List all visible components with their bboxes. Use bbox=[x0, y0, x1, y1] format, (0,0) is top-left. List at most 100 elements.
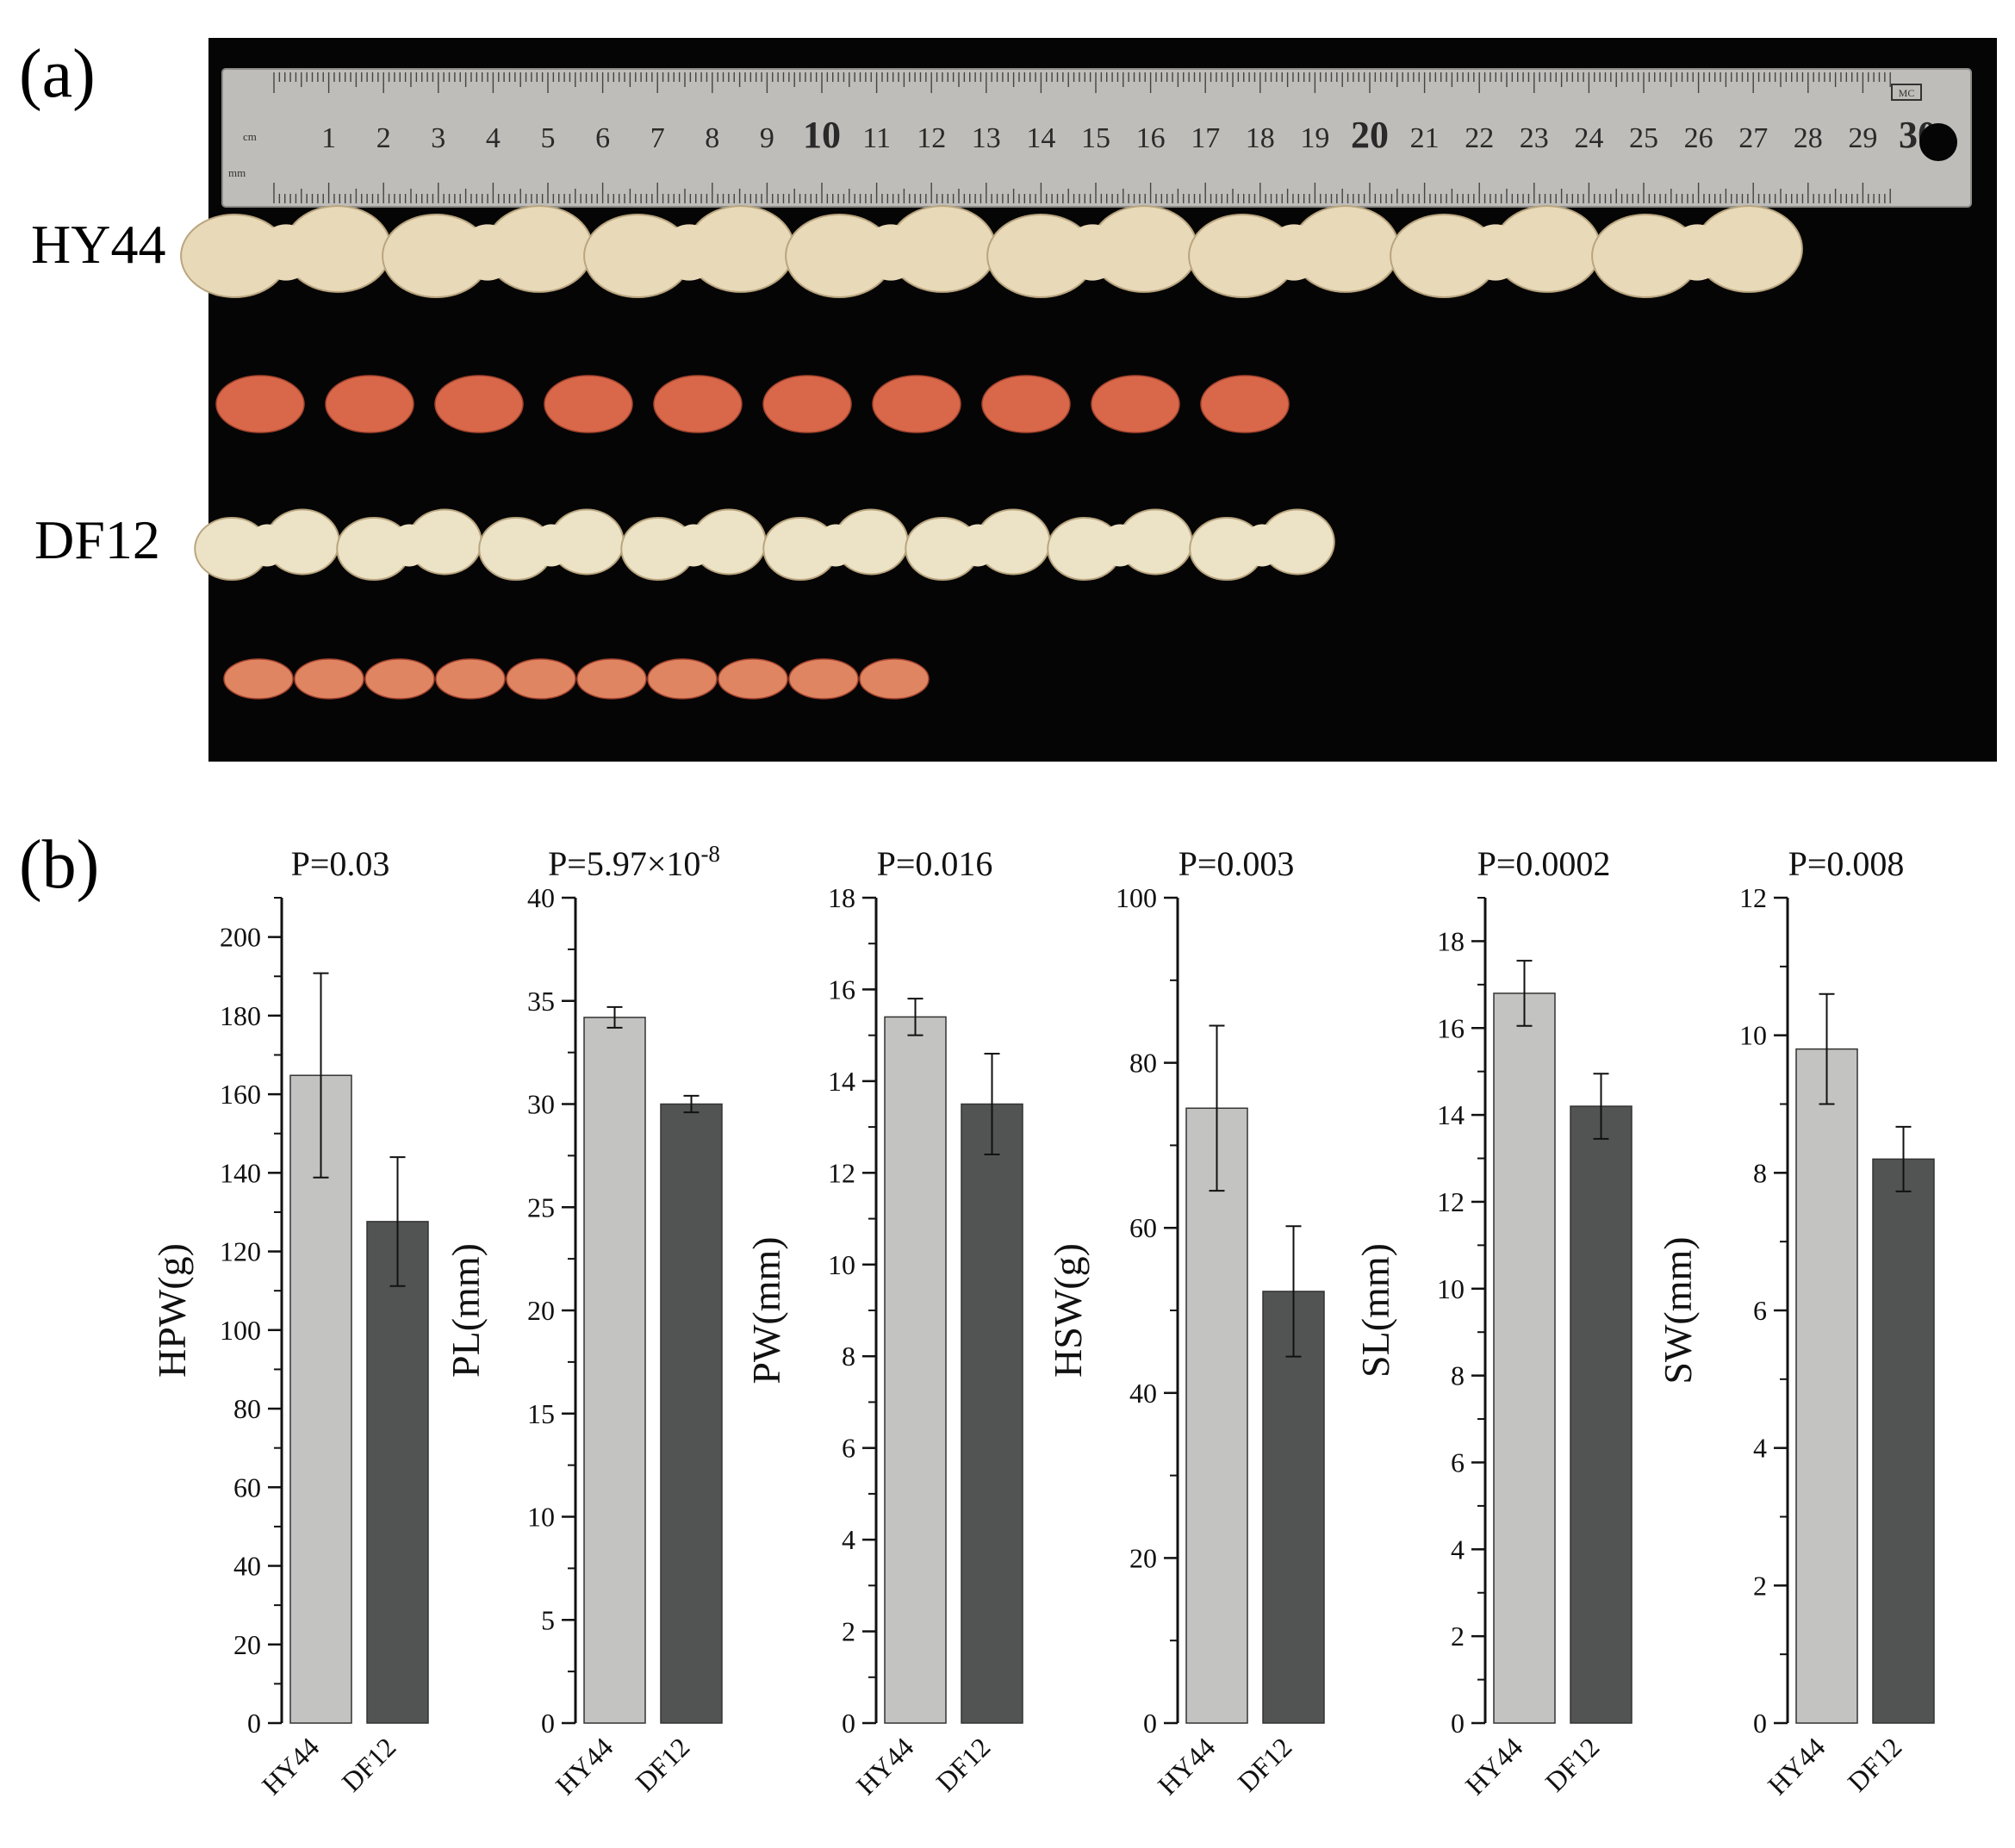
y-tick-label: 12 bbox=[1739, 882, 1767, 913]
ruler-number: 1 bbox=[321, 122, 336, 154]
ruler-number: 20 bbox=[1351, 114, 1389, 156]
chart-title: P=0.0002 bbox=[1477, 844, 1611, 883]
y-tick-label: 5 bbox=[541, 1604, 555, 1635]
pod-df12 bbox=[762, 508, 909, 581]
ruler-number: 22 bbox=[1465, 122, 1494, 154]
y-tick-label: 35 bbox=[527, 986, 555, 1017]
bar-df12 bbox=[1570, 1105, 1633, 1724]
y-tick-label: 4 bbox=[1451, 1534, 1465, 1565]
y-tick-label: 40 bbox=[527, 882, 555, 913]
pod-df12 bbox=[478, 508, 625, 581]
pod-waist bbox=[247, 524, 287, 567]
y-tick-label: 12 bbox=[828, 1157, 855, 1188]
seed-hy44 bbox=[981, 375, 1071, 433]
ruler-number: 18 bbox=[1246, 122, 1275, 154]
chart-title-text: P=5.97×10 bbox=[548, 844, 700, 883]
y-axis-title: SW(mm) bbox=[1656, 1236, 1700, 1384]
y-tick-label: 100 bbox=[1116, 882, 1157, 913]
y-tick-label: 160 bbox=[220, 1079, 261, 1110]
chart-swmm: 0 2 4 6 8 10 12 HY44 DF12 SW(mm) P=0.008 bbox=[1656, 844, 1935, 1801]
chart-pwmm: 0 2 4 6 8 10 12 14 16 18 HY44 DF12 PW(mm) P=0.016 bbox=[744, 844, 1023, 1801]
panel-b-label: (b) bbox=[19, 827, 99, 903]
pod-df12 bbox=[194, 508, 340, 581]
chart-title: P=0.016 bbox=[877, 844, 993, 883]
chart-title-text: P=0.003 bbox=[1179, 844, 1295, 883]
ruler-number: 9 bbox=[760, 122, 774, 154]
pod-hy44 bbox=[986, 205, 1198, 298]
ruler-number: 17 bbox=[1191, 122, 1220, 154]
x-tick-label: DF12 bbox=[629, 1731, 695, 1797]
y-tick-label: 8 bbox=[842, 1341, 855, 1372]
chart-title-text: P=0.008 bbox=[1788, 844, 1905, 883]
pod-waist bbox=[958, 524, 998, 567]
seed-hy44 bbox=[762, 375, 852, 433]
y-tick-label: 0 bbox=[247, 1708, 261, 1739]
y-tick-label: 60 bbox=[1129, 1212, 1157, 1243]
y-tick-label: 20 bbox=[527, 1295, 555, 1326]
pod-hy44 bbox=[1188, 205, 1400, 298]
pod-waist bbox=[389, 524, 429, 567]
pod-waist bbox=[1100, 524, 1140, 567]
ruler-number: 25 bbox=[1629, 122, 1658, 154]
ruler-number: 11 bbox=[862, 122, 891, 154]
ruler-number: 29 bbox=[1848, 122, 1877, 154]
y-tick-label: 6 bbox=[1753, 1295, 1767, 1326]
seed-hy44 bbox=[1091, 375, 1180, 433]
pod-waist bbox=[661, 224, 718, 281]
x-tick-label: DF12 bbox=[335, 1731, 401, 1797]
y-tick-label: 16 bbox=[1437, 1012, 1465, 1043]
y-tick-label: 14 bbox=[828, 1066, 855, 1097]
x-tick-label: HY44 bbox=[1459, 1731, 1529, 1801]
chart-title-text: P=0.016 bbox=[877, 844, 993, 883]
y-tick-label: 120 bbox=[220, 1236, 261, 1267]
y-tick-label: 20 bbox=[233, 1629, 261, 1660]
ruler-number: 26 bbox=[1684, 122, 1713, 154]
panel-a-label: (a) bbox=[19, 36, 96, 112]
ruler-number: 5 bbox=[541, 122, 556, 154]
x-tick-label: HY44 bbox=[1762, 1731, 1832, 1801]
pod-waist bbox=[674, 524, 713, 567]
chart-title-text: P=0.0002 bbox=[1477, 844, 1611, 883]
specimens bbox=[180, 205, 1803, 700]
y-tick-label: 0 bbox=[842, 1708, 855, 1739]
y-tick-label: 18 bbox=[828, 882, 855, 913]
chart-title-superscript: -8 bbox=[700, 841, 720, 867]
y-axis-title: HPW(g) bbox=[150, 1243, 194, 1378]
pod-df12 bbox=[620, 508, 767, 581]
seed-df12 bbox=[647, 658, 718, 700]
y-tick-label: 180 bbox=[220, 1000, 261, 1031]
ruler: 1 2 3 4 5 6 7 8 9 10 11 12 13 14 15 16 17 18 19 20 21 22 23 24 2… bbox=[221, 68, 1972, 208]
pod-hy44 bbox=[1591, 205, 1803, 298]
seed-df12 bbox=[788, 658, 859, 700]
ruler-number: 28 bbox=[1794, 122, 1823, 154]
x-tick-label: HY44 bbox=[850, 1731, 920, 1801]
y-tick-label: 30 bbox=[527, 1089, 555, 1120]
seed-df12 bbox=[506, 658, 576, 700]
y-tick-label: 0 bbox=[541, 1708, 555, 1739]
chart-title: P=0.008 bbox=[1788, 844, 1905, 883]
chart-plmm: 0 5 10 15 20 25 30 35 40 HY44 DF12 PL(mm) P=5.97×10-… bbox=[444, 841, 723, 1801]
ruler-brand-box bbox=[1891, 84, 1922, 101]
pod-df12 bbox=[905, 508, 1051, 581]
seed-hy44 bbox=[215, 375, 305, 433]
pod-waist bbox=[862, 224, 919, 281]
y-tick-label: 18 bbox=[1437, 925, 1465, 956]
ruler-number: 8 bbox=[705, 122, 719, 154]
pod-hy44 bbox=[1390, 205, 1601, 298]
chart-hswg: 0 20 40 60 80 100 HY44 DF12 HSW(g) P=0.003 bbox=[1046, 844, 1325, 1801]
chart-title: P=5.97×10-8 bbox=[548, 841, 720, 883]
y-tick-label: 20 bbox=[1129, 1542, 1157, 1573]
ruler-number: 19 bbox=[1300, 122, 1329, 154]
seed-df12 bbox=[718, 658, 788, 700]
y-tick-label: 0 bbox=[1451, 1708, 1465, 1739]
x-tick-label: DF12 bbox=[1231, 1731, 1297, 1797]
bar-df12 bbox=[1262, 1291, 1325, 1724]
y-tick-label: 10 bbox=[527, 1502, 555, 1533]
ruler-ticks bbox=[273, 72, 1891, 203]
bar-hy44 bbox=[583, 1017, 646, 1724]
ruler-number: 27 bbox=[1738, 122, 1768, 154]
ruler-number: 13 bbox=[972, 122, 1001, 154]
y-tick-label: 140 bbox=[220, 1157, 261, 1188]
pod-df12 bbox=[1189, 508, 1335, 581]
ruler-number: 2 bbox=[376, 122, 391, 154]
